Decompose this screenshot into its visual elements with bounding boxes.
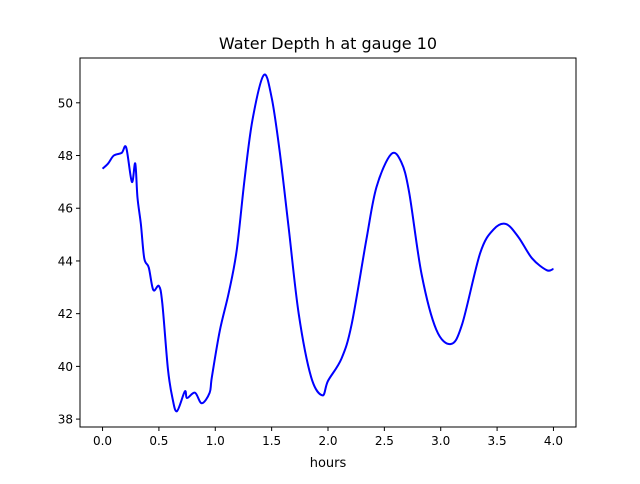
y-tick-label: 38: [58, 413, 73, 427]
x-tick-label: 2.0: [318, 434, 337, 448]
y-axis: 38 40 42 44 46 48 50: [58, 96, 80, 427]
plot-area: [79, 57, 577, 428]
y-tick-label: 46: [58, 202, 73, 216]
x-tick-label: 1.5: [262, 434, 281, 448]
x-tick-label: 2.5: [375, 434, 394, 448]
y-tick-label: 48: [58, 149, 73, 163]
x-tick-label: 0.5: [149, 434, 168, 448]
plot-frame: [79, 57, 577, 428]
x-axis: 0.0 0.5 1.0 1.5 2.0 2.5 3.0 3.5 4.0: [93, 427, 563, 448]
y-tick-label: 40: [58, 360, 73, 374]
series-line-h: [101, 73, 554, 413]
x-tick-label: 3.0: [431, 434, 450, 448]
x-tick-label: 3.5: [488, 434, 507, 448]
x-tick-label: 1.0: [206, 434, 225, 448]
y-tick-label: 42: [58, 307, 73, 321]
y-tick-label: 44: [58, 254, 73, 268]
y-tick-label: 50: [58, 96, 73, 110]
chart-title: Water Depth h at gauge 10: [219, 34, 437, 53]
x-tick-label: 4.0: [544, 434, 563, 448]
x-axis-label: hours: [310, 456, 347, 471]
x-tick-label: 0.0: [93, 434, 112, 448]
